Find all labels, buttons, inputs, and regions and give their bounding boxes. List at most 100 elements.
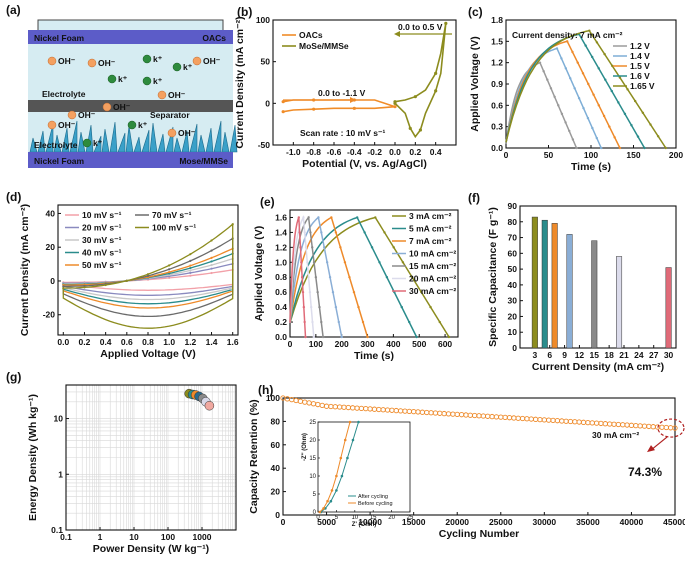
y-tick-label: 50 bbox=[508, 264, 518, 274]
y-tick-label: -50 bbox=[258, 140, 271, 150]
inset-eis: 0 5 10 15 20 25 0 5 10 15 20 25 Z' (Ohm) -Z'' (Ohm) Af… bbox=[302, 420, 414, 528]
series-marker bbox=[643, 146, 646, 150]
inset-series-marker bbox=[318, 510, 322, 514]
legend-entry: 1.6 V bbox=[630, 71, 650, 81]
x-tick-label: 35000 bbox=[576, 517, 600, 527]
y-tick-label: 1.5 bbox=[491, 36, 503, 46]
y-tick-label: 40 bbox=[46, 208, 56, 218]
series-marker bbox=[210, 249, 213, 252]
x-tick-label: 24 bbox=[634, 350, 644, 360]
x-tick-label: 18 bbox=[604, 350, 614, 360]
series-marker bbox=[62, 285, 65, 288]
y-tick-label: 90 bbox=[508, 201, 518, 211]
nickel-foam-bottom-label: Nickel Foam bbox=[34, 156, 85, 166]
retention-point bbox=[563, 418, 569, 424]
series-marker bbox=[415, 335, 418, 339]
retention-point bbox=[615, 421, 622, 428]
x-tick-label: -0.6 bbox=[327, 147, 342, 157]
series-marker bbox=[357, 305, 360, 309]
y-tick-label: 0.6 bbox=[275, 287, 287, 297]
x-tick-label: 15 bbox=[590, 350, 600, 360]
retention-point bbox=[437, 410, 443, 416]
x-tick-label: 30 bbox=[664, 350, 674, 360]
callout-arrow-head bbox=[647, 445, 655, 453]
x-tick-label: 100 bbox=[309, 339, 323, 349]
series-marker bbox=[434, 71, 438, 75]
plot-frame bbox=[282, 397, 676, 516]
y-tick-label: 10 bbox=[508, 327, 518, 337]
series-line bbox=[283, 99, 396, 113]
y-tick-label: 20 bbox=[508, 311, 518, 321]
k-ion-label: k⁺ bbox=[153, 76, 163, 86]
series-loop bbox=[62, 222, 234, 329]
series-marker bbox=[587, 82, 590, 86]
inset-y-axis-label: -Z'' (Ohm) bbox=[302, 433, 308, 461]
y-tick-label: 0.4 bbox=[275, 302, 287, 312]
y-axis-label: Specific Capacitance (F g⁻¹) bbox=[487, 207, 499, 347]
legend-entry: 30 mA cm⁻² bbox=[409, 286, 456, 296]
series-marker bbox=[420, 290, 423, 294]
series-marker bbox=[189, 253, 192, 256]
series-marker bbox=[366, 335, 369, 339]
series-marker bbox=[581, 72, 585, 75]
series-marker bbox=[189, 274, 192, 277]
oh-ion-label: OH⁻ bbox=[178, 128, 196, 138]
legend-entry: 5 mA cm⁻² bbox=[409, 224, 452, 234]
series-line bbox=[289, 216, 450, 338]
series-marker bbox=[590, 55, 594, 59]
legend-entry: 7 mA cm⁻² bbox=[409, 236, 452, 246]
panel-label: (f) bbox=[468, 191, 480, 205]
bar bbox=[531, 216, 538, 349]
series-marker bbox=[210, 260, 213, 263]
x-tick-label: 45000 bbox=[663, 517, 685, 527]
x-tick-label: -0.8 bbox=[306, 147, 321, 157]
series-marker bbox=[595, 41, 599, 44]
retention-point bbox=[620, 422, 626, 428]
separator-label: Separator bbox=[150, 110, 190, 120]
retention-point bbox=[498, 414, 504, 420]
panel-label: (a) bbox=[6, 3, 21, 17]
oh-ion-label: OH⁻ bbox=[203, 56, 221, 66]
retention-point bbox=[480, 413, 487, 419]
series-marker bbox=[569, 77, 572, 80]
retention-point bbox=[519, 415, 526, 422]
series-marker bbox=[210, 256, 213, 259]
y-tick-label: 40 bbox=[271, 463, 281, 473]
series-marker bbox=[304, 335, 307, 339]
bar bbox=[591, 240, 598, 349]
series-marker bbox=[62, 286, 65, 290]
series-marker bbox=[307, 276, 310, 279]
x-tick-label: 50 bbox=[544, 150, 554, 160]
series-marker bbox=[303, 320, 306, 324]
electrolyte-bottom-label: Electrolyte bbox=[34, 140, 78, 150]
inset-series-marker bbox=[343, 438, 347, 442]
series-line bbox=[505, 40, 621, 149]
inset-series-marker bbox=[339, 456, 343, 460]
inset-y-tick-label: 15 bbox=[309, 456, 316, 462]
series-line bbox=[505, 47, 602, 149]
series-marker bbox=[618, 76, 622, 79]
series-marker bbox=[311, 320, 314, 324]
retention-point bbox=[467, 412, 473, 418]
series-marker bbox=[348, 276, 351, 279]
x-tick-label: 0.0 bbox=[57, 337, 69, 347]
x-tick-label: 1.6 bbox=[227, 337, 239, 347]
legend-entry: 40 mV s⁻¹ bbox=[82, 248, 122, 258]
x-tick-label: 10 bbox=[129, 532, 139, 542]
nickel-foam-top bbox=[28, 30, 233, 44]
series-marker bbox=[320, 320, 323, 324]
retention-point bbox=[284, 396, 291, 402]
series-marker bbox=[383, 231, 386, 234]
retention-point bbox=[293, 397, 299, 404]
retention-point bbox=[641, 423, 648, 429]
series-marker bbox=[555, 47, 559, 50]
k-ion bbox=[127, 120, 137, 130]
series-line bbox=[289, 214, 315, 338]
x-tick-label: 1.2 bbox=[184, 337, 196, 347]
oh-ion-label: OH⁻ bbox=[58, 56, 76, 66]
panel-c: 0 50 100 150 200 0.0 0.3 0.6 0.9 1.2 1.5 1.8 Time (s… bbox=[468, 5, 683, 173]
series-marker bbox=[297, 216, 300, 219]
retention-point bbox=[406, 408, 412, 415]
series-marker bbox=[557, 104, 560, 107]
retention-point bbox=[397, 408, 404, 414]
